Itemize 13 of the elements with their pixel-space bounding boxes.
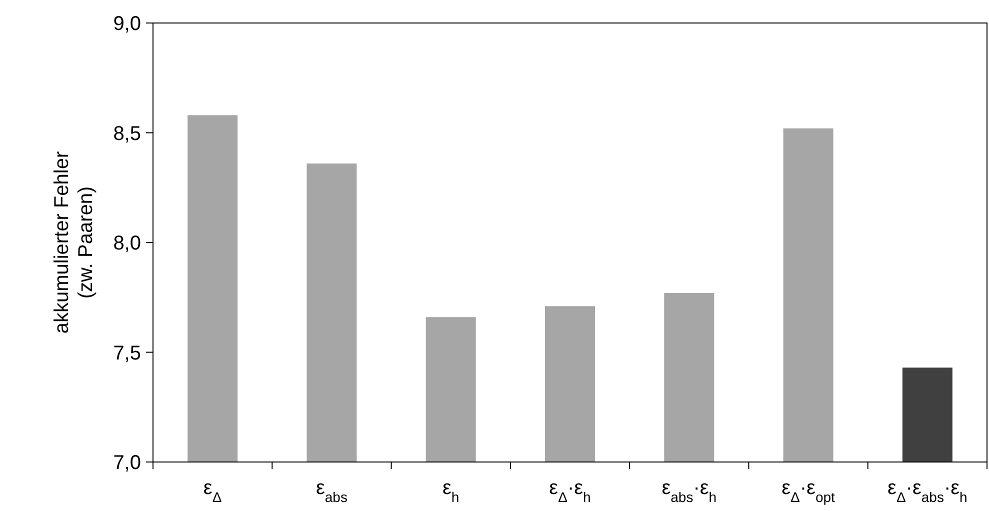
y-tick-label: 9,0 [113,13,141,35]
x-tick-label: ε$_{abs}$ [316,477,348,505]
x-tick-label: ε$_{abs}$·ε$_{h}$ [662,477,717,505]
y-axis-title: akkumulierter Fehler (zw. Paaren) [51,151,97,334]
y-tick-label: 7,0 [113,452,141,474]
y-tick-label: 7,5 [113,342,141,364]
y-tick-label: 8,5 [113,122,141,145]
y-tick-label: 8,0 [113,232,141,254]
x-tick-label: ε$_{Δ}$·ε$_{h}$ [549,477,591,505]
x-tick-label: ε$_{Δ}$·ε$_{abs}$·ε$_{h}$ [888,477,968,505]
x-tick-label: ε$_{Δ}$·ε$_{opt}$ [782,477,836,505]
x-tick-label: ε$_{Δ}$ [203,477,222,505]
x-tick-label: ε$_{h}$ [442,477,460,505]
